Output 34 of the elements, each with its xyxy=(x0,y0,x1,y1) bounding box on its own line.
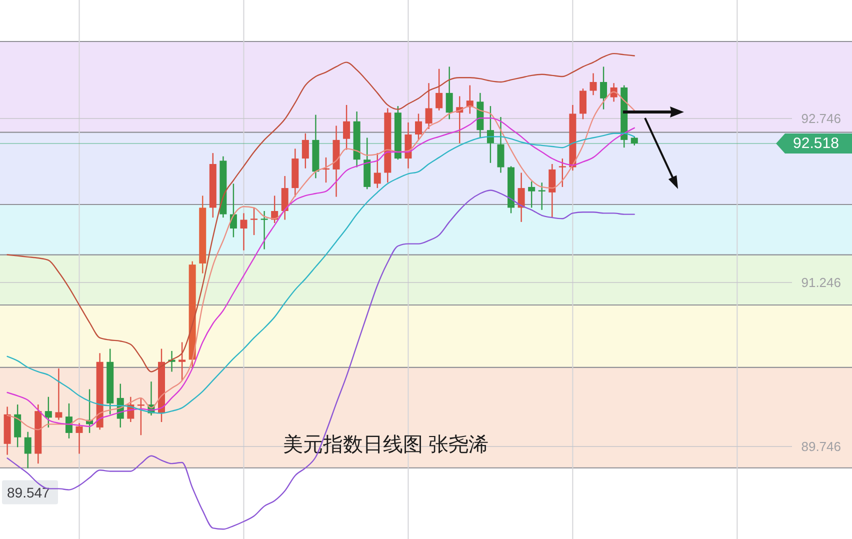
candlestick xyxy=(178,342,186,382)
candlestick xyxy=(76,422,83,454)
candlestick xyxy=(240,212,248,251)
candlestick xyxy=(343,104,350,150)
y-tick-label: 91.246 xyxy=(801,275,841,290)
candlestick xyxy=(281,175,288,220)
line-series xyxy=(6,190,635,530)
candlestick xyxy=(538,182,546,211)
candlestick xyxy=(548,163,556,218)
y-tick-label: 92.746 xyxy=(801,111,841,126)
candlestick xyxy=(446,66,453,120)
candlestick xyxy=(55,368,62,420)
candlestick xyxy=(528,180,536,208)
candlestick xyxy=(436,68,443,112)
candlestick xyxy=(518,172,525,223)
candlestick xyxy=(14,404,22,448)
candlestick xyxy=(415,113,422,141)
candlestick xyxy=(558,158,566,188)
line-series xyxy=(6,52,635,372)
candlestick xyxy=(600,66,608,110)
candlestick xyxy=(44,396,52,428)
candlestick xyxy=(24,431,32,469)
candlestick xyxy=(65,402,72,440)
annotation: 89.547 xyxy=(7,484,50,500)
candlestick xyxy=(590,72,597,96)
candlestick xyxy=(374,152,381,189)
ref-line-label: 92.518 xyxy=(793,134,839,152)
candlestick xyxy=(579,88,586,120)
candlestick xyxy=(497,116,504,174)
candlestick xyxy=(260,210,268,250)
candlestick xyxy=(425,82,432,130)
y-tick-label: 89.746 xyxy=(801,439,841,454)
candlestick xyxy=(302,132,309,169)
candlestick xyxy=(250,207,258,236)
